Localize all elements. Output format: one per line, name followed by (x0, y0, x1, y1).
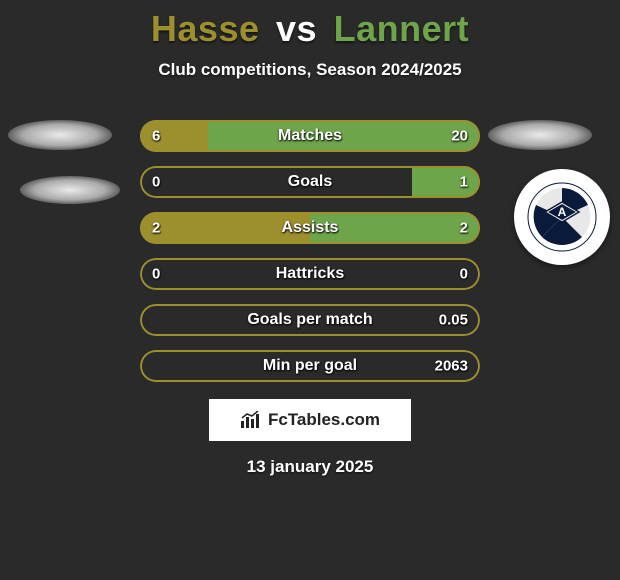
stat-value-left: 0 (152, 266, 160, 283)
glow-ellipse (488, 120, 592, 150)
site-name: FcTables.com (268, 410, 380, 430)
stat-row: Matches620 (140, 120, 480, 152)
stat-label: Goals per match (140, 311, 480, 329)
stat-fill-left (140, 212, 310, 244)
stat-row: Assists22 (140, 212, 480, 244)
stat-label: Hattricks (140, 265, 480, 283)
stat-fill-right (310, 212, 480, 244)
subtitle: Club competitions, Season 2024/2025 (0, 60, 620, 80)
stat-border (140, 258, 480, 290)
stats-bars: Matches620Goals01Assists22Hattricks00Goa… (140, 120, 480, 396)
site-badge[interactable]: FcTables.com (209, 399, 411, 441)
club-badge: A (514, 169, 610, 265)
vs-label: vs (276, 8, 317, 49)
stat-fill-left (140, 120, 208, 152)
stat-fill-right (208, 120, 480, 152)
stat-value-left: 0 (152, 174, 160, 191)
date-label: 13 january 2025 (0, 457, 620, 477)
glow-ellipse (8, 120, 112, 150)
svg-text:A: A (558, 205, 567, 219)
stat-value-right: 0 (460, 266, 468, 283)
player2-name: Lannert (334, 8, 470, 49)
player1-name: Hasse (151, 8, 260, 49)
page-title: Hasse vs Lannert (0, 0, 620, 50)
stat-border (140, 350, 480, 382)
stat-label: Min per goal (140, 357, 480, 375)
club-pennant-icon: A (527, 182, 597, 252)
stat-row: Goals per match0.05 (140, 304, 480, 336)
stat-row: Hattricks0 0 (140, 258, 480, 290)
chart-icon (240, 411, 262, 429)
glow-ellipse (20, 176, 120, 204)
stat-row: Goals01 (140, 166, 480, 198)
stat-row: Min per goal2063 (140, 350, 480, 382)
stat-value-right: 2063 (435, 358, 468, 375)
stat-fill-right (412, 166, 480, 198)
stat-value-right: 0.05 (439, 312, 468, 329)
stat-border (140, 304, 480, 336)
